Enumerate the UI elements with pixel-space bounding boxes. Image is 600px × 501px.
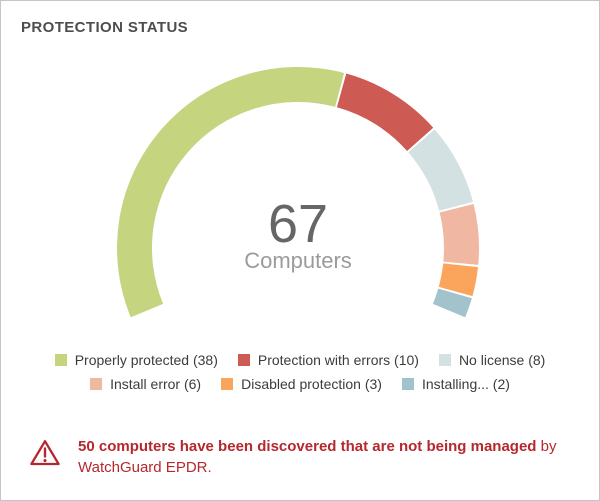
gauge-segment[interactable] [439,203,479,265]
warning-link[interactable]: 50 computers have been discovered that a… [78,438,537,455]
legend-swatch [221,378,234,390]
panel-title: PROTECTION STATUS [21,19,189,36]
legend-label: Disabled protection (3) [241,376,382,392]
legend-item-no-license[interactable]: No license (8) [438,352,546,368]
legend-label: Protection with errors (10) [257,352,419,368]
legend-swatch [438,354,451,366]
gauge-segment[interactable] [116,66,345,318]
warning-text-suffix: by WatchGuard EPDR. [78,438,557,476]
protection-status-gauge: 67 Computers [116,66,479,318]
gauge-center-value: 67 [268,194,328,254]
legend-item-install-error[interactable]: Install error (6) [90,376,201,392]
legend-swatch [237,354,250,366]
gauge-segment[interactable] [432,288,472,318]
legend-label: Installing... (2) [421,376,510,392]
gauge-center-label: Computers [244,248,352,273]
legend-swatch [401,378,414,390]
legend-label: Properly protected (38) [74,352,218,368]
chart-legend: Properly protected (38) Protection with … [1,352,599,392]
gauge-segment[interactable] [336,73,434,151]
unmanaged-computers-warning: 50 computers have been discovered that a… [29,436,579,478]
legend-swatch [54,354,67,366]
legend-row-1: Properly protected (38) Protection with … [54,352,546,368]
legend-item-properly-protected[interactable]: Properly protected (38) [54,352,218,368]
legend-label: No license (8) [458,352,546,368]
legend-item-protection-with-errors[interactable]: Protection with errors (10) [237,352,419,368]
legend-row-2: Install error (6) Disabled protection (3… [90,376,510,392]
legend-label: Install error (6) [110,376,202,392]
warning-text: 50 computers have been discovered that a… [78,436,558,478]
gauge-segment[interactable] [408,129,473,211]
warning-triangle-icon [29,438,61,473]
gauge-segment[interactable] [438,263,478,297]
legend-item-disabled-protection[interactable]: Disabled protection (3) [221,376,382,392]
legend-item-installing[interactable]: Installing... (2) [401,376,510,392]
legend-swatch [90,378,103,390]
